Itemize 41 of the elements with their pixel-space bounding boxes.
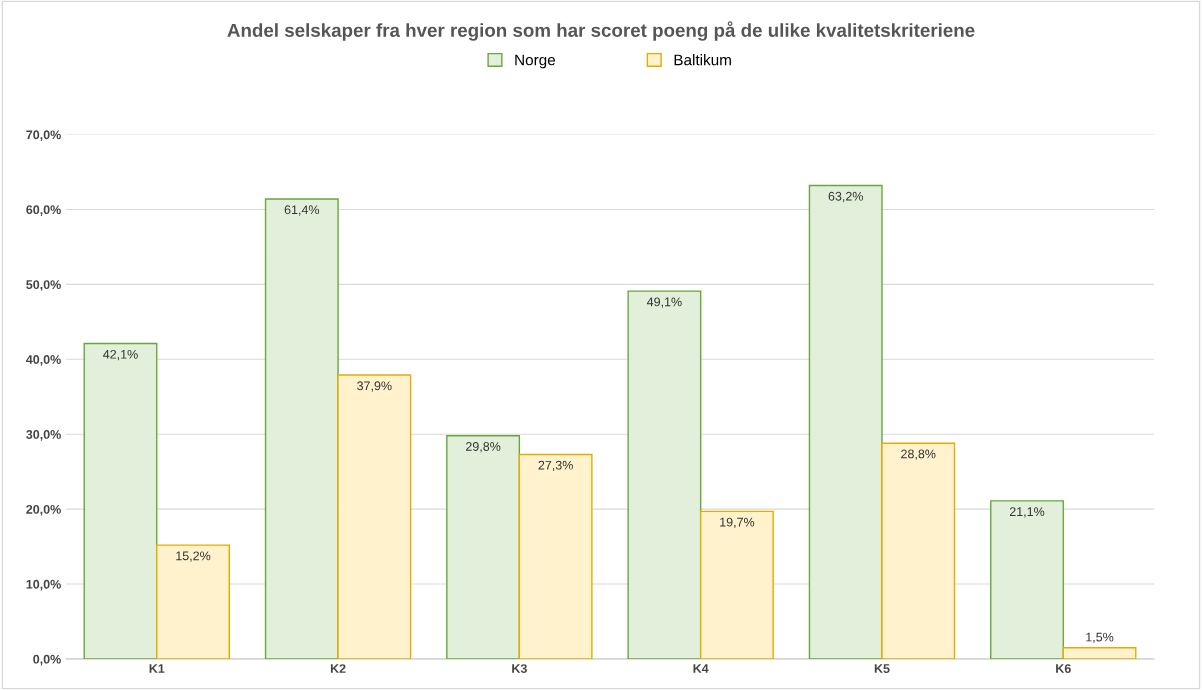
x-tick-label: K2 [330, 664, 346, 673]
legend-label: Baltikum [674, 54, 731, 66]
data-label: 21,1% [1009, 507, 1045, 518]
x-tick-label: K6 [1056, 664, 1071, 673]
data-label: 63,2% [828, 191, 863, 203]
x-tick-label: K4 [693, 664, 709, 673]
data-label: 42,1% [103, 349, 138, 361]
data-label: 15,2% [176, 551, 211, 562]
x-tick-label: K5 [874, 664, 890, 673]
bar [83, 342, 158, 659]
x-tick-label: K1 [149, 664, 165, 673]
bar [518, 453, 593, 659]
data-label: 27,3% [538, 460, 573, 472]
y-tick-label: 60,0% [26, 205, 61, 216]
data-label: 19,7% [720, 517, 755, 529]
y-tick-label: 20,0% [26, 504, 61, 516]
bar [446, 435, 521, 659]
bar [337, 374, 412, 659]
data-label: 37,9% [357, 381, 392, 392]
chart-title: Andel selskaper fra hver region som har scoret poeng på de ulike kvalitetskriteriene [227, 21, 975, 41]
bar [264, 198, 339, 659]
bar [808, 184, 883, 659]
data-label: 1,5% [1086, 632, 1114, 643]
y-tick-label: 40,0% [26, 355, 61, 366]
bar [881, 442, 956, 659]
data-label: 49,1% [646, 297, 682, 308]
bar [1062, 647, 1137, 659]
data-label: 29,8% [466, 442, 501, 453]
bar [990, 500, 1064, 659]
y-tick-label: 50,0% [26, 280, 61, 291]
data-label: 28,8% [901, 449, 936, 460]
y-tick-label: 0,0% [33, 654, 61, 666]
x-tick-label: K3 [512, 664, 527, 674]
y-tick-label: 70,0% [26, 130, 61, 142]
bar [627, 290, 702, 659]
bar [156, 544, 230, 659]
data-label: 61,4% [284, 205, 320, 216]
legend-label: Norge [515, 54, 556, 69]
bar [699, 510, 774, 659]
y-tick-label: 30,0% [26, 430, 61, 441]
y-tick-label: 10,0% [26, 579, 61, 591]
